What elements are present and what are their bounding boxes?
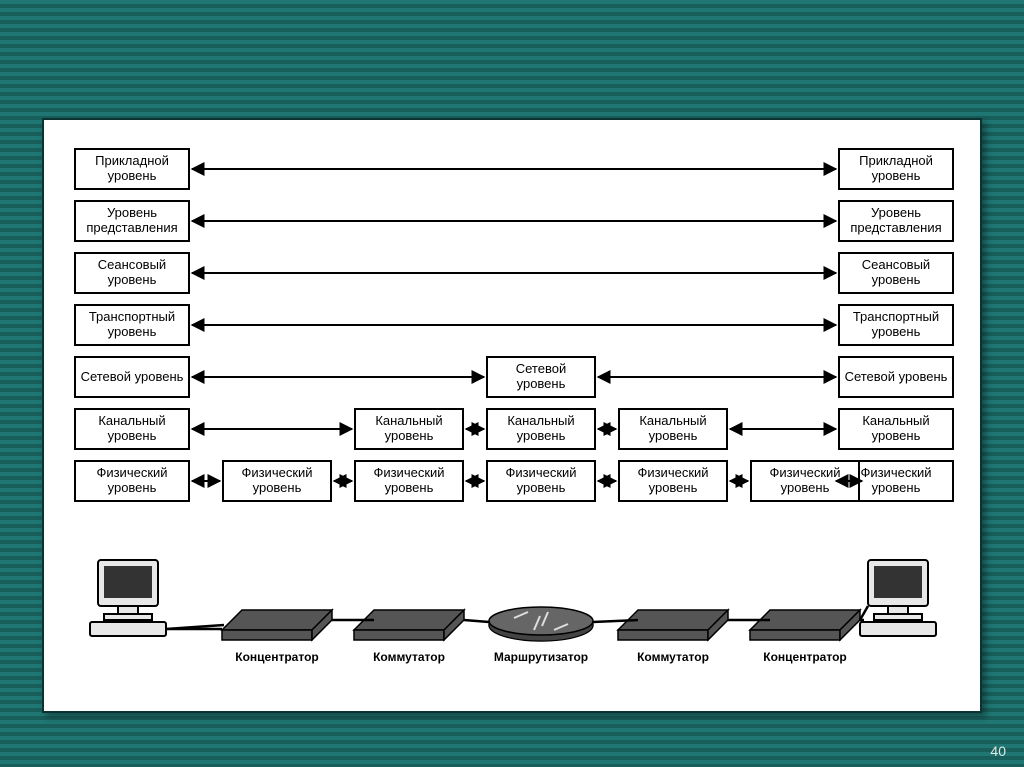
pc-right-icon — [860, 560, 936, 636]
hub1-icon — [222, 610, 332, 640]
diagram-panel: Прикладной уровень Уровень представления… — [42, 118, 982, 713]
hub1-label: Концентратор — [222, 650, 332, 664]
hub2-icon — [750, 610, 860, 640]
switch2-icon — [618, 610, 728, 640]
switch1-label: Коммутатор — [354, 650, 464, 664]
switch1-icon — [354, 610, 464, 640]
hub2-label: Концентратор — [750, 650, 860, 664]
page-number: 40 — [990, 743, 1006, 759]
pc-left-icon — [90, 560, 166, 636]
switch2-label: Коммутатор — [618, 650, 728, 664]
router-icon — [489, 607, 593, 641]
diagram-svg — [44, 120, 984, 715]
router-label: Маршрутизатор — [486, 650, 596, 664]
